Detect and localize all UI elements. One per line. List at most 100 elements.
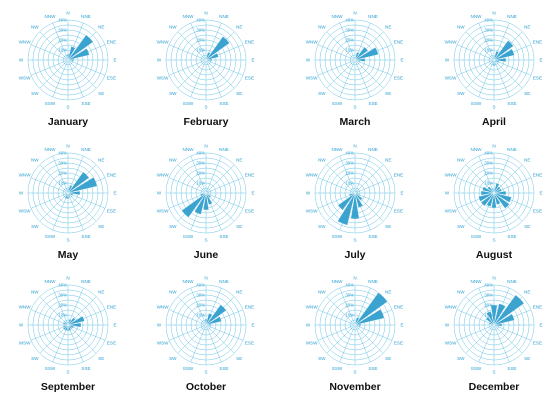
wedge-ene	[354, 47, 379, 61]
direction-label-wnw: WNW	[306, 305, 319, 310]
wedge-n	[493, 188, 495, 194]
direction-label-sse: SSE	[81, 234, 90, 239]
direction-label-s: S	[66, 370, 69, 375]
wedge-ssw	[194, 192, 207, 215]
direction-label-se: SE	[524, 356, 530, 361]
direction-label-n: N	[353, 276, 356, 281]
ring-label: 20%	[484, 303, 493, 308]
ring-label: 30%	[345, 161, 354, 166]
wedge-ene	[67, 315, 85, 326]
direction-label-nw: NW	[457, 289, 465, 294]
wedge-e	[354, 58, 366, 62]
direction-label-ene: ENE	[394, 173, 403, 178]
wedge-e	[205, 192, 210, 194]
wind-rose-april: 10% 20% 30% 40% N NNE NE ENE E ESE SE SSE S SSW SW WSW W…	[445, 11, 543, 128]
wedge-se	[205, 192, 212, 199]
direction-label-s: S	[492, 370, 495, 375]
wedges	[65, 34, 94, 63]
direction-label-ssw: SSW	[332, 101, 343, 106]
ring-label: 40%	[345, 283, 354, 288]
wedges	[203, 304, 227, 328]
direction-label-sw: SW	[457, 224, 465, 229]
direction-label-ese: ESE	[107, 341, 116, 346]
wedge-nnw	[204, 190, 207, 194]
wedge-ene	[354, 309, 385, 326]
direction-label-ene: ENE	[533, 40, 542, 45]
direction-label-se: SE	[98, 91, 104, 96]
ring-label: 40%	[196, 283, 205, 288]
wedge-ssw	[64, 192, 69, 200]
direction-label-nnw: NNW	[45, 14, 57, 19]
wedge-ne	[67, 317, 76, 326]
wedge-sse	[493, 59, 496, 64]
direction-label-nw: NW	[169, 289, 177, 294]
direction-label-wsw: WSW	[306, 76, 318, 81]
wedge-ne	[354, 46, 369, 61]
wedge-wsw	[62, 324, 69, 328]
wind-rose-february: 10% 20% 30% 40% N NNE NE ENE E ESE SE SSE S SSW SW WSW W…	[157, 11, 255, 128]
wedge-e	[67, 190, 81, 196]
month-title: November	[329, 381, 380, 393]
wedge-e	[493, 190, 507, 196]
wedge-nw	[485, 316, 495, 326]
wedge-ene	[493, 48, 515, 61]
direction-label-ne: NE	[98, 157, 104, 162]
wedge-ne	[205, 304, 227, 326]
ring-label: 20%	[345, 171, 354, 176]
direction-label-e: E	[113, 191, 116, 196]
direction-label-w: W	[157, 191, 162, 196]
wedge-se	[67, 324, 73, 330]
wedge-n	[67, 188, 69, 194]
ring-label: 20%	[196, 38, 205, 43]
wedge-ene	[205, 52, 219, 61]
direction-label-ssw: SSW	[332, 234, 343, 239]
direction-label-se: SE	[98, 356, 104, 361]
direction-label-ssw: SSW	[471, 234, 482, 239]
wedge-nne	[354, 52, 360, 61]
direction-label-nnw: NNW	[332, 147, 344, 152]
direction-label-wnw: WNW	[306, 173, 319, 178]
direction-label-se: SE	[385, 356, 391, 361]
wedges	[181, 189, 213, 218]
direction-label-w: W	[306, 191, 311, 196]
wedge-s	[491, 192, 497, 209]
wedge-s	[66, 324, 70, 332]
ring-label: 20%	[484, 171, 493, 176]
direction-label-sw: SW	[318, 91, 326, 96]
month-title: September	[41, 381, 95, 393]
wedge-nne	[493, 303, 506, 326]
wedge-s	[203, 192, 209, 211]
direction-label-ssw: SSW	[45, 234, 56, 239]
direction-label-ene: ENE	[533, 173, 542, 178]
wedge-s	[350, 192, 360, 220]
ring-label: 10%	[196, 181, 205, 186]
wedge-n	[66, 53, 70, 61]
wedge-sw	[65, 192, 69, 196]
direction-label-wnw: WNW	[445, 40, 458, 45]
wedge-sw	[181, 192, 207, 218]
direction-label-ene: ENE	[245, 305, 254, 310]
direction-label-e: E	[251, 323, 254, 328]
ring-label: 10%	[196, 48, 205, 53]
direction-label-ne: NE	[98, 289, 104, 294]
ring-label: 40%	[484, 283, 493, 288]
direction-label-nw: NW	[457, 157, 465, 162]
wedge-ene	[354, 191, 359, 194]
wind-rose-november: 10% 20% 30% 40% N NNE NE ENE E ESE SE SSE S SSW SW WSW W…	[306, 276, 404, 393]
direction-label-ene: ENE	[107, 40, 116, 45]
wedge-e	[354, 192, 359, 194]
direction-label-nnw: NNW	[332, 279, 344, 284]
direction-label-nne: NNE	[219, 147, 229, 152]
ring-label: 30%	[196, 161, 205, 166]
direction-label-w: W	[445, 191, 450, 196]
wedge-sse	[67, 324, 72, 332]
direction-label-nw: NW	[31, 24, 39, 29]
wedge-ene	[205, 191, 210, 194]
wedge-nnw	[353, 56, 356, 61]
wind-rose-july: 10% 20% 30% 40% N NNE NE ENE E ESE SE SSE S SSW SW WSW W…	[306, 144, 404, 261]
direction-label-e: E	[400, 323, 403, 328]
direction-label-sw: SW	[318, 356, 326, 361]
ring-label: 30%	[484, 28, 493, 33]
direction-label-nw: NW	[318, 289, 326, 294]
wind-rose-october: 10% 20% 30% 40% N NNE NE ENE E ESE SE SSE S SSW SW WSW W…	[157, 276, 255, 393]
